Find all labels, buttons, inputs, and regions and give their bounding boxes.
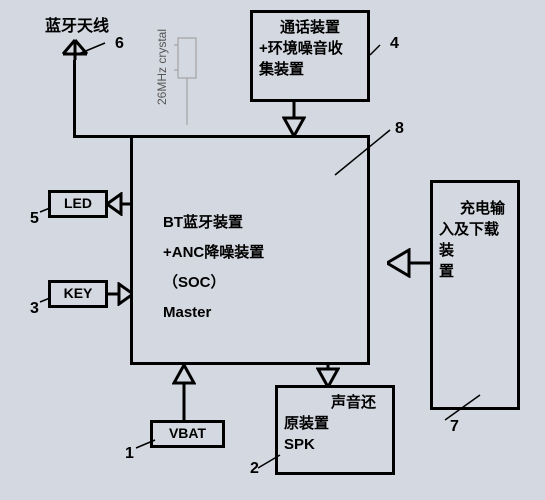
leaders-overlay [0,0,545,500]
arrow-soc-to-spk [316,363,340,387]
arrow-charge-to-soc [387,248,432,278]
arrow-key-to-soc [107,282,133,306]
arrow-soc-to-led [107,192,133,216]
arrow-vbat-to-soc [172,365,196,423]
arrow-call-to-soc [282,100,306,138]
